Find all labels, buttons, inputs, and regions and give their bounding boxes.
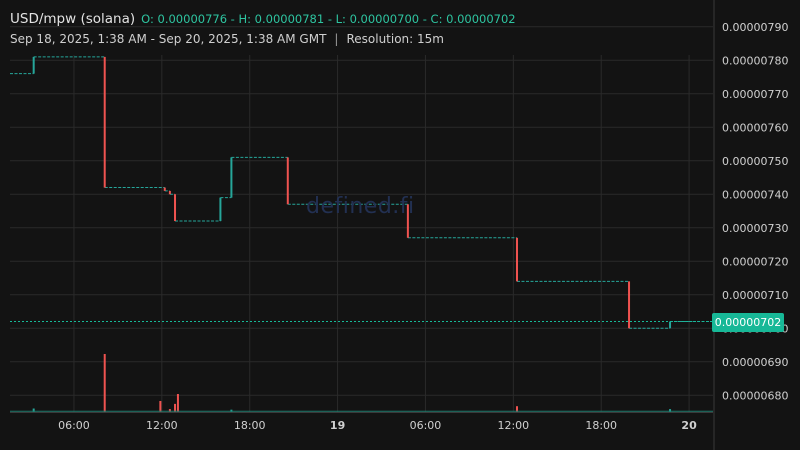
candle: [669, 321, 672, 329]
volume-bar: [103, 354, 106, 412]
last-price-tag: 0.00000702: [712, 313, 784, 332]
time-axis-label: 06:00: [410, 419, 442, 432]
volume-bar: [515, 406, 518, 412]
volume-bar: [168, 409, 171, 412]
price-axis-label: 0.00000770: [722, 88, 788, 101]
price-axis-label: 0.00000780: [722, 54, 788, 67]
volume-bar: [669, 409, 672, 412]
watermark-logo: defined.fi: [306, 194, 415, 219]
price-axis-label: 0.00000750: [722, 155, 788, 168]
price-axis-label: 0.00000710: [722, 289, 788, 302]
price-axis-label: 0.00000730: [722, 222, 788, 235]
candle: [174, 194, 177, 222]
time-axis-label: 18:00: [585, 419, 617, 432]
volume-bar: [176, 394, 179, 412]
candle: [103, 56, 106, 188]
price-axis-label: 0.00000680: [722, 389, 788, 402]
resolution-label: Resolution: 15m: [346, 32, 444, 46]
candle: [163, 187, 166, 191]
candle: [286, 157, 289, 205]
price-axis-label: 0.00000690: [722, 356, 788, 369]
candle: [168, 190, 171, 195]
time-axis-label: 19: [330, 419, 345, 432]
time-axis-label: 12:00: [146, 419, 178, 432]
volume-bar: [159, 400, 162, 412]
price-axis-label: 0.00000720: [722, 255, 788, 268]
candle: [406, 204, 409, 238]
time-axis-label: 12:00: [497, 419, 529, 432]
time-axis-label: 18:00: [234, 419, 266, 432]
time-axis-label: 20: [681, 419, 697, 432]
volume-bar: [32, 408, 35, 412]
header-separator: |: [334, 32, 339, 46]
price-axis-label: 0.00000740: [722, 188, 788, 201]
candle: [230, 157, 233, 198]
price-axis-label: 0.00000790: [722, 21, 788, 34]
candle: [515, 237, 518, 282]
time-axis-label: 06:00: [58, 419, 90, 432]
volume-bar: [174, 403, 177, 412]
candle: [219, 197, 222, 222]
chart-subheader: Sep 18, 2025, 1:38 AM - Sep 20, 2025, 1:…: [10, 32, 444, 46]
date-range: Sep 18, 2025, 1:38 AM - Sep 20, 2025, 1:…: [10, 32, 327, 46]
price-axis-label: 0.00000760: [722, 121, 788, 134]
candle: [32, 56, 35, 74]
chart-header: USD/mpw (solana) O: 0.00000776 - H: 0.000…: [10, 11, 516, 27]
symbol-label: USD/mpw (solana): [10, 11, 136, 27]
ohlc-readout: O: 0.00000776 - H: 0.00000781 - L: 0.000…: [141, 12, 516, 26]
candle: [628, 281, 631, 329]
